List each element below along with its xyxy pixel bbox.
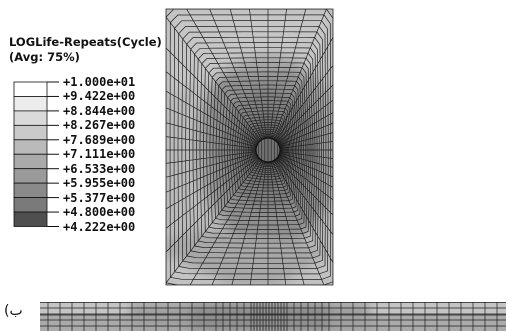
legend-value: +7.689e+00 xyxy=(63,132,136,147)
side-view-strip xyxy=(40,302,506,331)
legend-value: +9.422e+00 xyxy=(63,89,136,104)
legend-value: +4.222e+00 xyxy=(63,219,136,234)
legend-value: +5.955e+00 xyxy=(63,176,136,191)
legend-value: +7.111e+00 xyxy=(63,147,136,162)
legend-value: +6.533e+00 xyxy=(63,161,136,176)
strip-mesh xyxy=(40,302,506,331)
legend-value: +8.844e+00 xyxy=(63,103,136,118)
legend-value: +1.000e+01 xyxy=(63,75,136,89)
legend-value: +5.377e+00 xyxy=(63,190,136,205)
legend-value: +8.267e+00 xyxy=(63,118,136,133)
legend-value: +4.800e+00 xyxy=(63,205,136,220)
plate-top-view xyxy=(166,9,333,285)
legend-title: LOGLife-Repeats(Cycle) (Avg: 75%) xyxy=(9,35,162,65)
panel-label: (ب xyxy=(4,303,23,319)
hole xyxy=(255,137,281,163)
strip-mesh-grid xyxy=(40,302,506,331)
legend-title-line1: LOGLife-Repeats(Cycle) xyxy=(9,35,162,49)
hole-mesh xyxy=(258,138,278,162)
legend-band xyxy=(13,211,48,227)
legend-title-line2: (Avg: 75%) xyxy=(9,50,80,64)
